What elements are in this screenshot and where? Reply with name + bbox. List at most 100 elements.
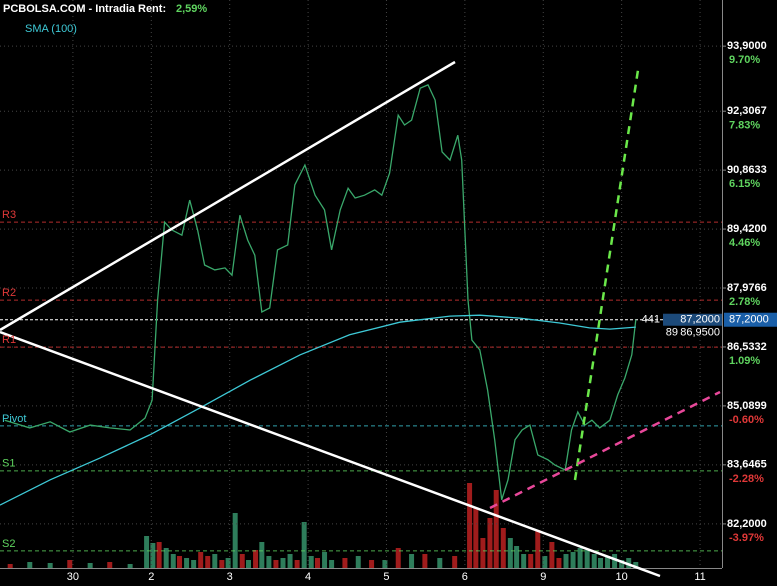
volume-bar	[467, 483, 473, 568]
y2-tick-label: 6.15%	[729, 178, 760, 190]
y2-tick-label: -2.28%	[729, 473, 764, 485]
level-label: R3	[2, 209, 16, 221]
last-price-box	[724, 312, 777, 327]
label-layer: 30 2 3 4 5 6 9 10 11 93,9000 92,3067 90,8633 89,4200…	[2, 40, 777, 583]
volume-bar	[500, 528, 506, 568]
y2-tick-label: 9.70%	[729, 54, 760, 66]
x-tick-label: 30	[67, 571, 79, 583]
volume-bar	[232, 513, 238, 568]
volume-bar	[480, 538, 486, 568]
trendline	[489, 390, 721, 510]
volume-bar	[280, 558, 286, 568]
volume-bar	[156, 542, 162, 568]
volume-bar	[170, 554, 176, 568]
x-tick-label: 3	[227, 571, 233, 583]
volume-bar	[535, 530, 541, 568]
volume-bar	[107, 562, 113, 568]
level-label: R1	[2, 334, 16, 346]
volume-bar	[47, 563, 53, 568]
volume-bar	[144, 536, 150, 568]
volume-bar	[273, 560, 279, 568]
y2-tick-label: 2.78%	[729, 296, 760, 308]
trendline	[0, 330, 661, 578]
trendline	[573, 69, 640, 481]
volume-bar	[322, 552, 328, 568]
volume-bar	[577, 548, 583, 568]
y2-tick-label: 7.83%	[729, 119, 760, 131]
line-layer	[0, 84, 637, 506]
order-book-box	[663, 313, 722, 326]
volume-bar	[308, 556, 314, 568]
y-tick-label: 87,9766	[727, 282, 767, 294]
rent-label: Rent:	[138, 3, 166, 15]
y-tick-label: 83,6465	[727, 459, 767, 471]
series-line	[4, 84, 637, 500]
volume-layer	[7, 483, 639, 568]
volume-bar	[246, 560, 252, 568]
y-tick-label: 93,9000	[727, 40, 767, 52]
volume-bar	[597, 558, 603, 568]
series-line	[0, 314, 636, 506]
x-tick-label: 10	[616, 571, 628, 583]
volume-bar	[452, 556, 458, 568]
x-tick-label: 6	[462, 571, 468, 583]
y-tick-label: 92,3067	[727, 105, 767, 117]
volume-bar	[528, 554, 534, 568]
last-price-label: 87,2000	[729, 314, 769, 326]
volume-bar	[355, 556, 361, 568]
ask-size: 89	[666, 327, 678, 339]
volume-bar	[205, 556, 211, 568]
volume-bar	[563, 554, 569, 568]
volume-bar	[198, 552, 204, 568]
volume-bar	[521, 554, 527, 568]
volume-bar	[493, 490, 499, 568]
volume-bar	[67, 560, 73, 568]
volume-bar	[487, 518, 493, 568]
x-tick-label: 5	[383, 571, 389, 583]
rent-value: 2,59%	[176, 3, 207, 15]
volume-bar	[219, 560, 225, 568]
volume-bar	[259, 542, 265, 568]
volume-bar	[191, 560, 197, 568]
volume-bar	[626, 558, 632, 568]
level-label: S1	[2, 458, 15, 470]
volume-bar	[27, 562, 33, 568]
volume-bar	[437, 558, 443, 568]
volume-bar	[294, 560, 300, 568]
volume-bar	[591, 554, 597, 568]
volume-bar	[314, 558, 320, 568]
volume-bar	[7, 564, 13, 568]
bid-size: 441	[642, 314, 660, 326]
chart-title: PCBOLSA.COM - Intradia	[3, 3, 136, 15]
volume-bar	[177, 556, 183, 568]
x-tick-label: 2	[148, 571, 154, 583]
volume-bar	[342, 558, 348, 568]
volume-bar	[163, 548, 169, 568]
volume-bar	[253, 550, 259, 568]
y2-tick-label: 4.46%	[729, 237, 760, 249]
volume-bar	[514, 546, 520, 568]
volume-bar	[507, 538, 513, 568]
volume-bar	[395, 548, 401, 568]
volume-bar	[184, 558, 190, 568]
level-label: R2	[2, 287, 16, 299]
y-tick-label: 82,2000	[727, 518, 767, 530]
volume-bar	[225, 558, 231, 568]
volume-bar	[549, 542, 555, 568]
volume-bar	[266, 556, 272, 568]
volume-bar	[422, 554, 428, 568]
y-tick-label: 86,5332	[727, 341, 767, 353]
ask-price: 86,9500	[680, 327, 720, 339]
volume-bar	[409, 554, 415, 568]
y-tick-label: 85,0899	[727, 400, 767, 412]
level-label: S2	[2, 538, 15, 550]
volume-bar	[87, 563, 93, 568]
volume-bar	[329, 560, 335, 568]
volume-bar	[369, 560, 375, 568]
volume-bar	[542, 556, 548, 568]
y2-tick-label: 1.09%	[729, 355, 760, 367]
volume-bar	[556, 558, 562, 568]
level-layer	[0, 221, 722, 552]
volume-bar	[473, 508, 479, 568]
